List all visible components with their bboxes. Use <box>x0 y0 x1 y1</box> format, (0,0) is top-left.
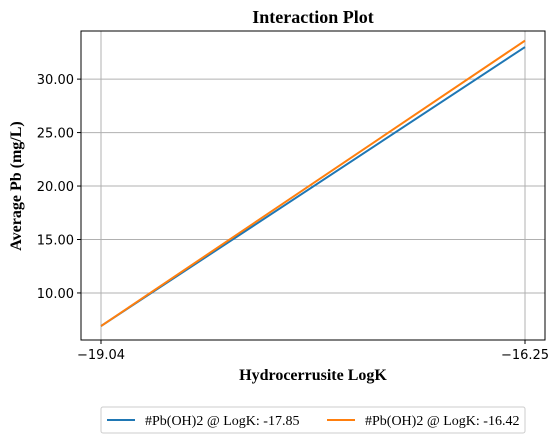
y-axis-label: Average Pb (mg/L) <box>8 121 25 250</box>
legend-label-series-2: #Pb(OH)2 @ LogK: -16.42 <box>365 414 519 429</box>
y-tick-label: 25.00 <box>37 127 74 142</box>
axis-ticks: 10.00 15.00 20.00 25.00 30.00 −19.04 −16.25 <box>37 73 549 363</box>
legend: #Pb(OH)2 @ LogK: -17.85 #Pb(OH)2 @ LogK:… <box>100 406 526 434</box>
series-line-2 <box>100 39 526 327</box>
series-lines <box>100 39 526 327</box>
y-tick-label: 15.00 <box>37 233 74 248</box>
chart-title: Interaction Plot <box>252 7 373 27</box>
x-axis-label: Hydrocerrusite LogK <box>239 367 387 384</box>
y-tick-label: 10.00 <box>37 287 74 302</box>
x-tick-label: −19.04 <box>77 348 125 363</box>
y-tick-label: 20.00 <box>37 180 74 195</box>
y-tick-label: 30.00 <box>37 73 74 88</box>
legend-label-series-1: #Pb(OH)2 @ LogK: -17.85 <box>145 414 299 429</box>
x-tick-label: −16.25 <box>501 348 549 363</box>
plot-area-frame <box>80 30 546 341</box>
legend-box <box>100 406 526 434</box>
